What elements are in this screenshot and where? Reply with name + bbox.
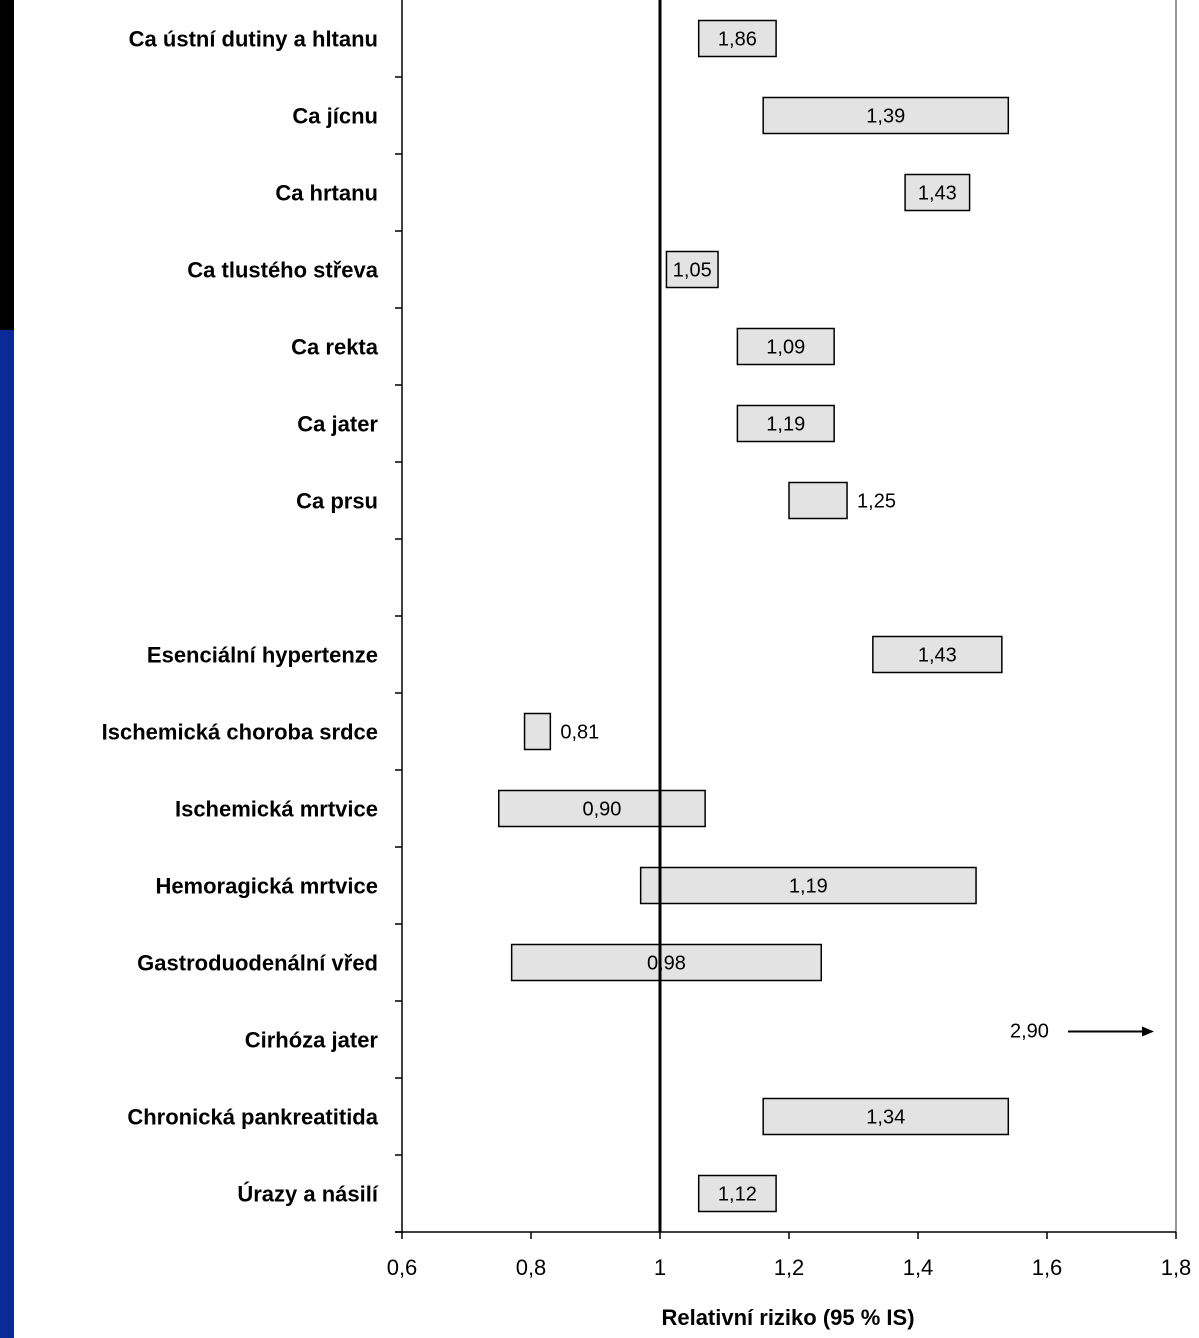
value-label: 0,98 bbox=[647, 953, 686, 975]
category-label: Esenciální hypertenze bbox=[147, 643, 378, 668]
axes-group bbox=[395, 0, 1177, 1239]
category-label: Ca jícnu bbox=[292, 104, 378, 129]
value-label: 1,39 bbox=[866, 106, 905, 128]
ci-bar bbox=[762, 96, 1010, 135]
x-tick-label: 0,6 bbox=[387, 1255, 418, 1280]
value-label: 1,43 bbox=[918, 183, 957, 205]
ci-bar bbox=[665, 250, 719, 289]
category-label: Ischemická choroba srdce bbox=[102, 720, 378, 745]
ci-bar bbox=[510, 943, 822, 982]
x-tick-label: 1 bbox=[654, 1255, 666, 1280]
x-tick-label: 0,8 bbox=[516, 1255, 547, 1280]
category-label: Ca tlustého střeva bbox=[187, 258, 378, 283]
category-label: Cirhóza jater bbox=[245, 1028, 379, 1053]
x-tick-label: 1,4 bbox=[903, 1255, 934, 1280]
ci-bar bbox=[697, 19, 777, 58]
ci-bar bbox=[762, 1097, 1010, 1136]
left-black-strip bbox=[0, 0, 14, 330]
ci-bar bbox=[736, 327, 835, 366]
ci-bar bbox=[639, 866, 977, 905]
bars-group bbox=[498, 19, 1010, 1213]
value-label: 1,86 bbox=[718, 29, 757, 51]
value-label: 2,90 bbox=[1010, 1021, 1049, 1043]
value-label: 0,81 bbox=[560, 722, 599, 744]
x-tick-label: 1,6 bbox=[1032, 1255, 1063, 1280]
category-label: Chronická pankreatitida bbox=[127, 1105, 378, 1130]
left-blue-strip bbox=[0, 0, 14, 1338]
x-tick-label: 1,8 bbox=[1161, 1255, 1192, 1280]
x-axis-title: Relativní riziko (95 % IS) bbox=[661, 1305, 914, 1330]
ci-bar bbox=[904, 173, 971, 212]
ci-bar bbox=[697, 1174, 777, 1213]
category-label: Ca ústní dutiny a hltanu bbox=[129, 27, 378, 52]
value-label: 1,43 bbox=[918, 645, 957, 667]
category-label: Hemoragická mrtvice bbox=[155, 874, 378, 899]
ci-bar bbox=[523, 712, 552, 751]
ci-bar bbox=[788, 481, 848, 520]
value-label: 1,09 bbox=[766, 337, 805, 359]
category-label: Ischemická mrtvice bbox=[175, 797, 378, 822]
value-label: 1,19 bbox=[766, 414, 805, 436]
value-label: 1,25 bbox=[857, 491, 896, 513]
value-labels-group: 1,86 1,39 1,43 1,05 1,09 1,19 1,25 1,43 0,81 0,90… bbox=[560, 29, 1154, 1206]
category-label: Ca hrtanu bbox=[275, 181, 378, 206]
category-label: Úrazy a násilí bbox=[237, 1182, 379, 1207]
ci-bar bbox=[872, 635, 1003, 674]
category-label: Gastroduodenální vřed bbox=[137, 951, 378, 976]
category-label: Ca prsu bbox=[296, 489, 378, 514]
x-tick-labels-group: 0,6 0,8 1 1,2 1,4 1,6 1,8 bbox=[387, 1255, 1192, 1280]
category-label: Ca jater bbox=[297, 412, 378, 437]
value-label: 1,12 bbox=[718, 1184, 757, 1206]
value-label: 1,19 bbox=[789, 876, 828, 898]
ci-bar bbox=[736, 404, 835, 443]
offscale-arrow-head bbox=[1142, 1026, 1154, 1037]
ci-bar bbox=[498, 789, 706, 828]
value-label: 1,34 bbox=[866, 1107, 905, 1129]
category-labels-group: Ca ústní dutiny a hltanu Ca jícnu Ca hrtan… bbox=[102, 27, 379, 1207]
category-label: Ca rekta bbox=[291, 335, 379, 360]
value-label: 1,05 bbox=[673, 260, 712, 282]
x-tick-label: 1,2 bbox=[774, 1255, 805, 1280]
value-label: 0,90 bbox=[582, 799, 621, 821]
